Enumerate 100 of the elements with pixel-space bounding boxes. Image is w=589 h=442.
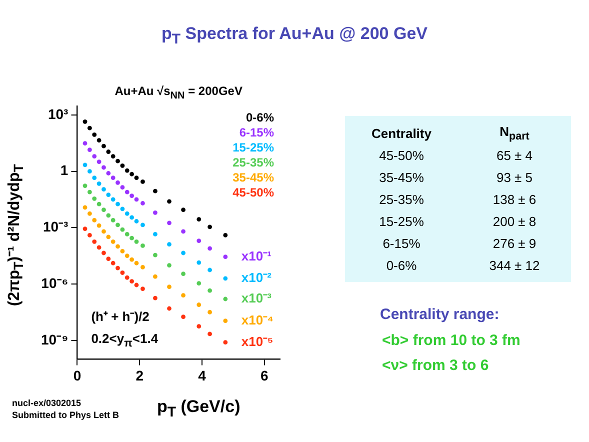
point bbox=[87, 190, 92, 194]
point bbox=[110, 154, 116, 159]
y-tick-label: 10⁻³ bbox=[42, 218, 69, 235]
point bbox=[87, 232, 92, 238]
x-tick-label: 0 bbox=[73, 367, 82, 384]
point bbox=[196, 302, 202, 307]
point bbox=[153, 188, 158, 194]
point bbox=[116, 202, 120, 206]
point bbox=[196, 324, 202, 329]
point bbox=[120, 206, 125, 212]
point bbox=[106, 213, 111, 218]
point bbox=[153, 232, 158, 236]
point bbox=[134, 282, 139, 288]
point bbox=[223, 340, 228, 345]
point bbox=[196, 260, 202, 265]
text: 276 ± 9 bbox=[492, 236, 538, 250]
point bbox=[167, 306, 172, 311]
point bbox=[106, 192, 111, 198]
point bbox=[196, 238, 202, 244]
point bbox=[134, 219, 139, 224]
text: <ν> from 3 to 6 bbox=[382, 357, 490, 374]
point bbox=[124, 232, 130, 236]
text: nucl-ex/0302015 bbox=[12, 398, 82, 408]
point bbox=[87, 211, 92, 216]
point bbox=[208, 224, 212, 230]
point bbox=[196, 217, 202, 222]
point bbox=[116, 158, 120, 164]
point bbox=[223, 318, 228, 324]
point bbox=[140, 286, 145, 291]
text: 0-6% bbox=[246, 110, 274, 124]
point bbox=[96, 181, 102, 186]
point bbox=[92, 132, 97, 137]
point bbox=[120, 270, 125, 275]
annotation: x10⁻² bbox=[241, 270, 272, 285]
text: 25-35% bbox=[232, 155, 274, 170]
point bbox=[223, 232, 228, 238]
point bbox=[167, 284, 172, 290]
y-tick-label: 10³ bbox=[48, 106, 69, 122]
point bbox=[102, 187, 106, 192]
text: 65 ± 4 bbox=[495, 148, 534, 162]
point bbox=[124, 190, 130, 194]
text: Submitted to Phys Lett B bbox=[12, 410, 120, 420]
point bbox=[140, 222, 145, 228]
point bbox=[167, 242, 172, 247]
text: 35-45% bbox=[378, 170, 425, 184]
point bbox=[153, 296, 158, 300]
text: 35-45% bbox=[232, 170, 274, 184]
point bbox=[106, 150, 111, 154]
point bbox=[110, 239, 116, 244]
point bbox=[140, 201, 145, 206]
point bbox=[110, 176, 116, 180]
point bbox=[102, 165, 106, 170]
point bbox=[106, 171, 111, 176]
annotation: x10⁻⁴ bbox=[241, 312, 274, 328]
y-tick-label: 10⁻⁹ bbox=[41, 331, 68, 348]
point bbox=[208, 268, 212, 272]
chart-title: p$_{T}$ Spectra for Au+Au @ 200 GeV bbox=[160, 24, 428, 48]
point bbox=[181, 293, 186, 298]
point bbox=[140, 244, 145, 248]
point bbox=[153, 252, 158, 258]
text: Centrality bbox=[370, 126, 432, 140]
annotation: 0.2<y$_{π}$<1.4 bbox=[91, 331, 158, 350]
point bbox=[120, 249, 125, 254]
chart-subtitle: Au+Au √s$_{NN}$ = 200GeV bbox=[114, 84, 244, 102]
point bbox=[102, 144, 106, 148]
point bbox=[134, 260, 139, 266]
point bbox=[116, 244, 120, 249]
point bbox=[92, 196, 97, 201]
annotation: x10⁻⁵ bbox=[241, 334, 274, 349]
point bbox=[110, 260, 116, 266]
text: 15-25% bbox=[232, 140, 274, 154]
point bbox=[208, 246, 212, 251]
point bbox=[106, 234, 111, 240]
point bbox=[96, 202, 102, 206]
point bbox=[120, 227, 125, 232]
point bbox=[124, 254, 130, 258]
point bbox=[96, 223, 102, 228]
point bbox=[167, 263, 172, 268]
point bbox=[96, 245, 102, 250]
point bbox=[124, 168, 130, 173]
point bbox=[82, 205, 88, 210]
text: 344 ± 12 bbox=[488, 258, 541, 272]
point bbox=[116, 222, 120, 228]
point bbox=[92, 176, 97, 180]
point bbox=[223, 254, 228, 260]
point bbox=[82, 162, 88, 168]
point bbox=[87, 169, 92, 174]
point bbox=[82, 184, 88, 188]
point bbox=[181, 229, 186, 234]
point bbox=[181, 250, 186, 256]
y-tick-label: 1 bbox=[60, 162, 68, 178]
annotation: x10⁻³ bbox=[241, 290, 272, 306]
text: 93 ± 5 bbox=[495, 170, 534, 184]
point bbox=[82, 226, 88, 232]
point bbox=[140, 264, 145, 270]
point bbox=[134, 197, 139, 202]
point bbox=[92, 218, 97, 222]
point bbox=[102, 208, 106, 212]
point bbox=[134, 176, 139, 180]
point bbox=[110, 197, 116, 202]
